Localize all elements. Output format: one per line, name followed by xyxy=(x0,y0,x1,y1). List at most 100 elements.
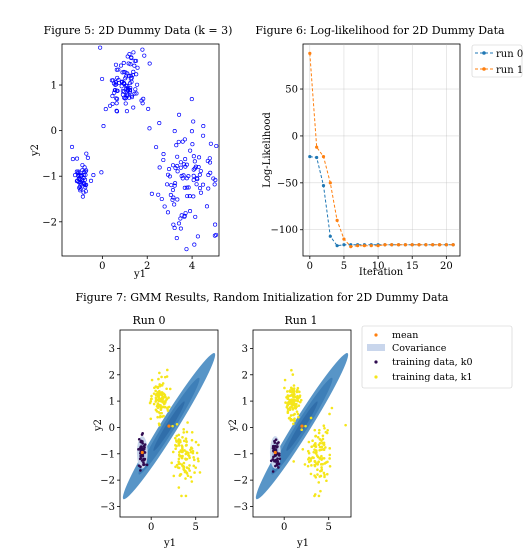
training-point-k1 xyxy=(291,401,294,404)
training-point-k1 xyxy=(318,495,321,498)
data-point xyxy=(188,209,191,212)
training-point-k1 xyxy=(160,412,163,415)
figure6-title: Figure 6: Log-likelihood for 2D Dummy Da… xyxy=(255,24,505,37)
training-point-k1 xyxy=(310,464,313,467)
figure6-legend: run 0 run 1 xyxy=(472,45,523,77)
data-point xyxy=(81,163,84,166)
training-point-k1 xyxy=(313,429,316,432)
data-point xyxy=(163,205,166,208)
training-point-k1 xyxy=(315,435,318,438)
series-point xyxy=(383,243,386,246)
training-point-k1 xyxy=(314,445,317,448)
series-point xyxy=(308,155,311,158)
training-point-k1 xyxy=(293,384,296,387)
training-point-k1 xyxy=(195,441,198,444)
data-point xyxy=(150,192,153,195)
training-point-k1 xyxy=(293,395,296,398)
training-point-k1 xyxy=(182,431,185,434)
training-point-k1 xyxy=(315,449,318,452)
run0-chart: Run 0 0 5−3−2−10123 y1 y2 xyxy=(93,314,222,549)
training-point-k1 xyxy=(322,448,325,451)
series-point xyxy=(424,243,427,246)
training-point-k1 xyxy=(308,452,311,455)
training-point-k1 xyxy=(176,423,179,426)
data-point xyxy=(175,155,178,158)
legend-k1: training data, k1 xyxy=(392,372,473,383)
training-point-k1 xyxy=(164,406,167,409)
figure5-points xyxy=(70,46,218,251)
data-point xyxy=(71,157,74,160)
data-point xyxy=(162,152,165,155)
training-point-k1 xyxy=(199,471,202,474)
figure7-title: Figure 7: GMM Results, Random Initializa… xyxy=(76,291,449,304)
training-point-k1 xyxy=(182,428,185,431)
training-point-k1 xyxy=(188,455,191,458)
training-point-k1 xyxy=(159,400,162,403)
figure7-legend: mean Covariance training data, k0 traini… xyxy=(362,326,512,388)
training-point-k1 xyxy=(286,390,289,393)
training-point-k1 xyxy=(187,467,190,470)
data-point xyxy=(92,173,95,176)
data-point xyxy=(156,193,159,196)
data-point xyxy=(170,183,173,186)
data-point xyxy=(81,195,84,198)
data-point xyxy=(98,46,101,49)
data-point xyxy=(190,97,193,100)
training-point-k1 xyxy=(150,395,153,398)
y-tick-label: −1 xyxy=(100,449,115,460)
legend-covariance: Covariance xyxy=(392,343,447,354)
training-point-k1 xyxy=(184,470,187,473)
data-point xyxy=(195,183,198,186)
figure5-chart: 0 2 4−2−101 y1 y2 xyxy=(30,44,219,280)
data-point xyxy=(133,64,136,67)
training-point-k1 xyxy=(313,460,316,463)
training-point-k1 xyxy=(178,486,181,489)
training-point-k1 xyxy=(310,473,313,476)
training-point-k1 xyxy=(162,382,165,385)
figure5-axes-frame xyxy=(62,44,219,256)
data-point xyxy=(177,140,180,143)
legend-run0: run 0 xyxy=(496,49,523,60)
training-point-k1 xyxy=(154,400,157,403)
legend-k1-marker xyxy=(374,375,377,378)
training-point-k1 xyxy=(325,431,328,434)
training-point-k1 xyxy=(326,461,329,464)
training-point-k1 xyxy=(149,417,152,420)
figure6-lines xyxy=(308,52,455,248)
training-point-k1 xyxy=(185,495,188,498)
mean-marker xyxy=(300,425,303,428)
series-point xyxy=(342,238,345,241)
training-point-k1 xyxy=(293,389,296,392)
x-tick-label: 0 xyxy=(307,261,313,272)
data-point xyxy=(209,171,212,174)
data-point xyxy=(198,186,201,189)
data-point xyxy=(154,145,157,148)
training-point-k1 xyxy=(164,401,167,404)
y-tick-label: 3 xyxy=(242,344,248,355)
data-point xyxy=(196,235,199,238)
training-point-k1 xyxy=(292,423,295,426)
training-point-k1 xyxy=(192,451,195,454)
data-point xyxy=(188,149,191,152)
training-point-k1 xyxy=(159,416,162,419)
training-point-k1 xyxy=(319,490,322,493)
y-tick-label: 0 xyxy=(109,423,115,434)
training-point-k1 xyxy=(193,459,196,462)
training-point-k1 xyxy=(323,472,326,475)
data-point xyxy=(102,124,105,127)
training-point-k1 xyxy=(178,455,181,458)
legend-mean-marker xyxy=(374,333,377,336)
mean-marker xyxy=(141,451,144,454)
training-point-k1 xyxy=(163,393,166,396)
data-point xyxy=(132,51,135,54)
training-point-k1 xyxy=(183,440,186,443)
training-point-k1 xyxy=(176,464,179,467)
data-point xyxy=(179,227,182,230)
training-point-k1 xyxy=(310,417,313,420)
x-tick-label: 15 xyxy=(406,261,419,272)
y-tick-label: 50 xyxy=(285,85,298,96)
data-point xyxy=(176,170,179,173)
data-point xyxy=(143,54,146,57)
training-point-k1 xyxy=(318,432,321,435)
training-point-k1 xyxy=(185,437,188,440)
